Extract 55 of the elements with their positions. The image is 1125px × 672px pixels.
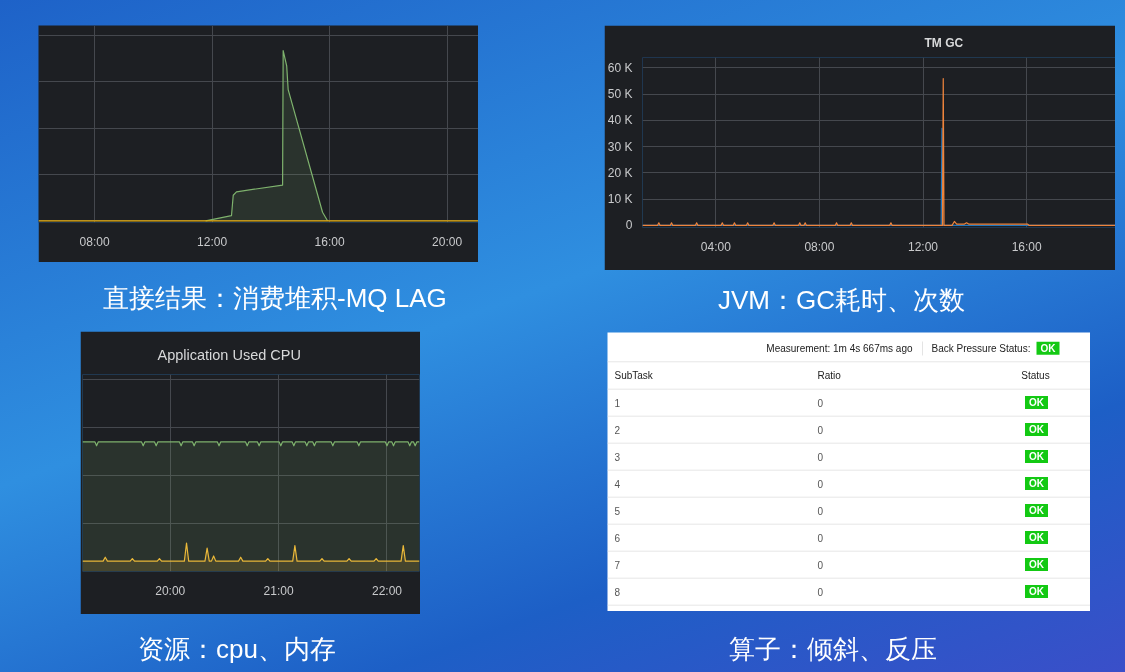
- text: OK: [1029, 505, 1044, 516]
- x-tick-label: Status: [1021, 370, 1050, 381]
- chart-title: Application Used CPU: [157, 347, 301, 363]
- x-tick-label: Ratio: [817, 370, 842, 381]
- y-tick-label: 60 K: [607, 60, 633, 75]
- y-tick-label: 20 K: [607, 165, 633, 180]
- text: 算子：倾斜、反压: [729, 633, 937, 666]
- data-label: 0: [817, 451, 824, 463]
- data-label: 0: [817, 559, 824, 571]
- line-series: [642, 77, 1115, 226]
- data-label: 0: [817, 505, 824, 517]
- y-tick-label: 40 K: [607, 113, 633, 128]
- text: OK: [1029, 397, 1044, 408]
- y-tick-label: 3: [614, 451, 621, 463]
- data-label: 0: [817, 424, 824, 436]
- x-tick-label: 12:00: [908, 239, 939, 254]
- x-tick-label: 20:00: [432, 234, 463, 249]
- y-tick-label: 2: [614, 424, 621, 436]
- x-tick-label: 21:00: [263, 583, 294, 598]
- y-tick-label: 50 K: [607, 87, 633, 102]
- text: JVM：GC耗时、次数: [718, 284, 965, 317]
- y-tick-label: 1: [614, 397, 621, 409]
- data-label: 0: [817, 397, 824, 409]
- y-tick-label: 5: [614, 505, 621, 517]
- text: OK: [1040, 342, 1057, 354]
- data-label: 0: [817, 586, 824, 598]
- x-tick-label: 20:00: [155, 583, 186, 598]
- text: OK: [1029, 451, 1044, 462]
- data-label: 0: [817, 478, 824, 490]
- y-tick-label: 30 K: [607, 139, 633, 154]
- y-tick-label: 4: [614, 478, 621, 490]
- y-tick-label: 7: [614, 559, 621, 571]
- text: OK: [1029, 532, 1044, 543]
- chart-title: TM GC: [924, 35, 964, 50]
- y-tick-label: 10 K: [607, 192, 633, 207]
- text: OK: [1029, 559, 1044, 570]
- x-tick-label: 08:00: [79, 234, 110, 249]
- data-label: 0: [817, 532, 824, 544]
- x-tick-label: 22:00: [371, 583, 403, 598]
- text: OK: [1029, 478, 1044, 489]
- x-tick-label: 04:00: [700, 239, 732, 254]
- y-tick-label: 6: [614, 532, 621, 544]
- text: OK: [1029, 424, 1044, 435]
- text: OK: [1029, 586, 1044, 597]
- x-tick-label: 16:00: [1011, 239, 1042, 254]
- y-tick-label: 0: [625, 218, 633, 233]
- text: 直接结果：消费堆积-MQ LAG: [103, 282, 447, 315]
- text: Back Pressure Status:: [931, 342, 1031, 354]
- text: 资源：cpu、内存: [138, 633, 336, 666]
- y-tick-label: 8: [614, 586, 621, 598]
- x-tick-label: 16:00: [314, 234, 345, 249]
- y-axis-title: SubTask: [614, 370, 654, 381]
- x-tick-label: 08:00: [804, 239, 835, 254]
- text: Measurement: 1m 4s 667ms ago: [766, 342, 913, 354]
- x-tick-label: 12:00: [197, 234, 228, 249]
